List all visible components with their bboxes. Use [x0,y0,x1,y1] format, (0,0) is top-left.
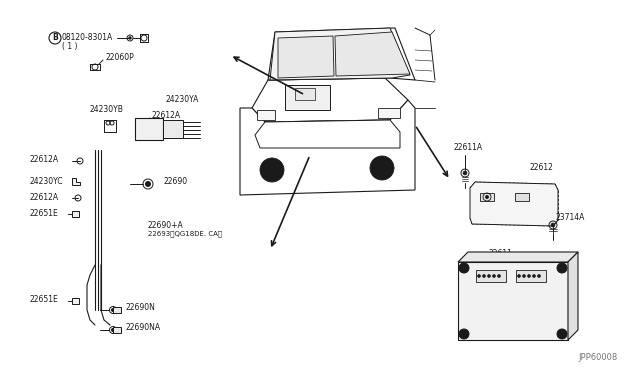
Circle shape [266,164,278,176]
Text: 08120-8301A: 08120-8301A [62,33,113,42]
Circle shape [538,275,541,278]
Bar [476,270,506,282]
Text: 22651E: 22651E [30,208,59,218]
Bar [113,307,121,313]
Circle shape [527,275,531,278]
Circle shape [111,308,115,311]
Text: 22693〈QG18DE. CA〉: 22693〈QG18DE. CA〉 [148,231,222,237]
Text: 24230YB: 24230YB [90,106,124,115]
Circle shape [557,329,567,339]
Bar [163,120,183,138]
Bar [458,262,568,340]
Polygon shape [270,28,410,80]
Text: 22612A: 22612A [30,192,59,202]
Circle shape [463,171,467,175]
Circle shape [522,275,525,278]
Circle shape [488,275,490,278]
Bar [285,85,330,110]
Circle shape [142,125,144,127]
Bar [378,108,400,118]
Text: 22612A: 22612A [152,110,181,119]
Polygon shape [278,36,334,78]
Text: 22690N: 22690N [125,304,155,312]
Circle shape [497,275,500,278]
Bar [480,193,494,201]
Bar [135,118,163,140]
Text: 22690+A: 22690+A [148,221,184,230]
Circle shape [376,162,388,174]
Text: 22690: 22690 [163,177,187,186]
Bar [516,270,546,282]
Circle shape [260,158,284,182]
Circle shape [129,37,131,39]
Polygon shape [252,78,408,122]
Polygon shape [335,32,410,76]
Text: B: B [52,33,58,42]
Polygon shape [458,252,578,262]
Circle shape [532,275,536,278]
Polygon shape [255,120,400,148]
Text: 23714A: 23714A [555,214,584,222]
Bar [515,193,529,201]
Polygon shape [72,178,80,185]
Circle shape [493,275,495,278]
Bar [72,298,79,304]
Text: JPP60008: JPP60008 [579,353,618,362]
Bar [295,88,315,100]
Polygon shape [568,252,578,340]
Text: 22612: 22612 [530,164,554,173]
Text: 24230YC: 24230YC [30,177,63,186]
Polygon shape [240,100,415,195]
Circle shape [370,156,394,180]
Circle shape [111,328,115,331]
Text: 22611: 22611 [488,248,512,257]
Bar [113,327,121,333]
Circle shape [551,223,555,227]
Text: 24230YA: 24230YA [165,96,198,105]
Polygon shape [268,28,415,80]
Text: 22060P: 22060P [105,52,134,61]
Text: 22651E: 22651E [30,295,59,305]
Circle shape [145,182,150,186]
Text: ( 1 ): ( 1 ) [62,42,77,51]
Polygon shape [470,182,558,226]
Text: 22690NA: 22690NA [125,324,160,333]
Circle shape [483,275,486,278]
Text: 22612A: 22612A [30,155,59,164]
Bar [72,211,79,217]
Circle shape [518,275,520,278]
Circle shape [459,263,469,273]
Circle shape [477,275,481,278]
Bar [257,110,275,120]
Circle shape [486,196,488,199]
Circle shape [459,329,469,339]
Circle shape [557,263,567,273]
Text: 22611A: 22611A [453,144,482,153]
